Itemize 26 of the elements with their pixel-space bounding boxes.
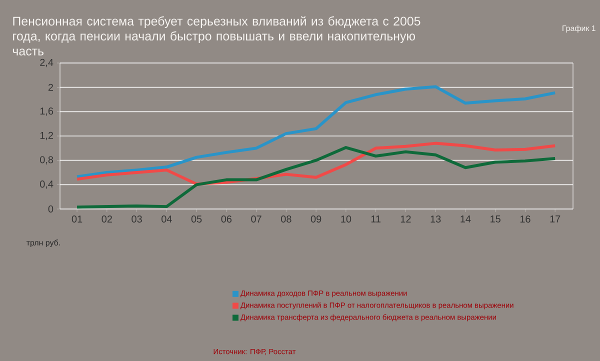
x-tick-label: 08	[281, 216, 292, 223]
x-tick-label: 06	[221, 216, 232, 223]
y-tick-label: 2	[48, 84, 53, 91]
y-tick-label: 0,4	[40, 180, 54, 189]
line-series	[76, 85, 557, 178]
y-tick-label: 0	[48, 205, 54, 213]
x-tick-label: 15	[490, 216, 500, 222]
x-tick-label: 14	[460, 216, 471, 222]
x-tick-label: 17	[550, 216, 560, 222]
x-tick-label: 13	[430, 216, 441, 223]
x-tick-label: 05	[191, 216, 202, 223]
x-tick-label: 16	[520, 216, 530, 223]
y-tick-label: 0,8	[40, 156, 54, 164]
y-tick-label: 1,6	[40, 108, 54, 116]
x-tick-label: 09	[310, 216, 322, 223]
x-tick-label: 02	[102, 216, 112, 223]
x-tick-label: 03	[132, 216, 142, 223]
x-tick-label: 04	[162, 216, 172, 223]
chart-title: Пенсионная система требует серьезных вливаний из бюджета с 2005 года, когда пенсии начали быстро повышать и ввели накопительную часть	[12, 16, 420, 56]
y-tick-label: 1,2	[40, 132, 53, 140]
x-tick-label: 11	[371, 216, 381, 222]
y-tick-label: 2,4	[40, 58, 54, 68]
x-tick-label: 12	[400, 216, 411, 222]
x-tick-label: 07	[251, 216, 262, 223]
x-tick-label: 10	[341, 216, 352, 223]
x-tick-label: 01	[72, 216, 82, 223]
